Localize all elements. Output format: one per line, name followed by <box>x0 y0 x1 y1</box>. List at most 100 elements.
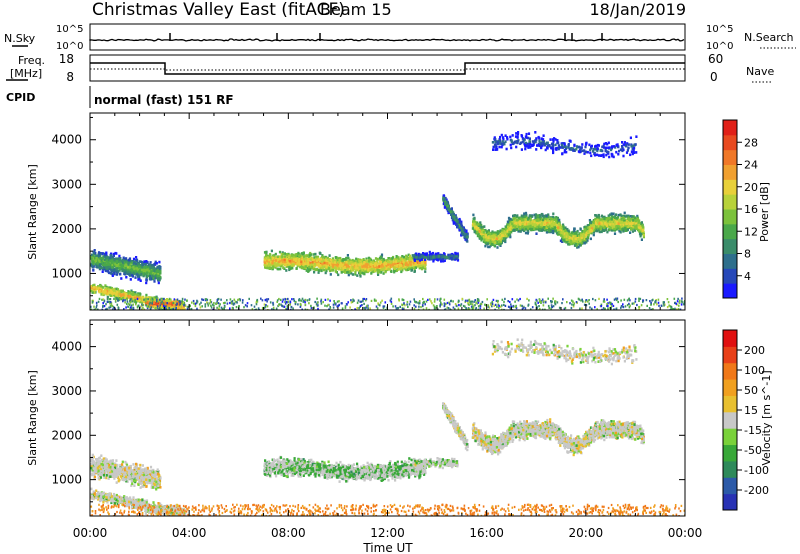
radar-cell <box>137 264 140 267</box>
radar-cell <box>401 266 405 270</box>
radar-cell <box>136 262 139 266</box>
radar-cell <box>95 257 98 260</box>
radar-cell <box>440 260 443 263</box>
radar-cell <box>129 278 132 281</box>
radar-cell <box>297 251 300 255</box>
radar-cell <box>362 262 365 266</box>
radar-cell <box>425 254 428 258</box>
radar-cell <box>127 295 130 299</box>
radar-cell <box>145 276 148 279</box>
radar-cell <box>183 307 186 310</box>
radar-cell <box>115 264 119 267</box>
radar-cell <box>319 264 322 267</box>
radar-cell <box>131 298 135 302</box>
radar-cell <box>138 299 141 302</box>
radar-cell <box>120 297 123 301</box>
radar-cell <box>138 265 141 268</box>
radar-cell <box>115 261 118 264</box>
radar-cell <box>105 259 108 263</box>
radar-cell <box>92 265 95 268</box>
radar-cell <box>302 252 305 255</box>
radar-cell <box>308 267 311 270</box>
radar-cell <box>411 256 414 260</box>
radar-cell <box>128 271 131 275</box>
radar-cell <box>295 257 298 261</box>
radar-cell <box>165 299 168 302</box>
radar-cell <box>376 257 379 261</box>
radar-cell <box>455 257 458 260</box>
radar-cell <box>103 266 106 270</box>
radar-cell <box>159 275 162 279</box>
radar-cell <box>113 288 116 292</box>
radar-cell <box>405 266 408 269</box>
radar-cell <box>446 200 449 204</box>
radar-cell <box>365 266 368 269</box>
radar-cell <box>156 297 159 300</box>
radar-cell <box>152 277 155 280</box>
radar-cell <box>153 273 156 276</box>
radar-cell <box>269 253 272 256</box>
radar-cell <box>632 215 635 218</box>
radar-cell <box>124 264 127 268</box>
radar-cell <box>346 267 349 271</box>
radar-cell <box>277 258 280 261</box>
radar-cell <box>119 258 122 262</box>
radar-cell <box>382 272 385 275</box>
radar-cell <box>182 302 185 305</box>
radar-cell <box>103 264 107 267</box>
radar-cell <box>366 264 369 268</box>
radar-cell <box>425 256 428 259</box>
radar-cell <box>355 263 358 267</box>
radar-cell <box>149 274 152 278</box>
radar-cell <box>347 270 350 274</box>
radar-cell <box>363 261 366 264</box>
radar-cell <box>104 269 107 273</box>
radar-cell <box>455 220 458 224</box>
radar-cell <box>122 256 125 260</box>
radar-cell <box>381 267 384 270</box>
radar-cell <box>386 259 389 262</box>
radar-cell <box>155 262 158 265</box>
radar-cell <box>127 266 130 269</box>
radar-cell <box>101 270 104 273</box>
radar-cell <box>303 256 306 259</box>
radar-cell <box>378 267 381 271</box>
radar-cell <box>309 261 312 265</box>
radar-cell <box>267 262 270 265</box>
radar-cell <box>499 244 502 247</box>
radar-cell <box>410 269 413 272</box>
radar-cell <box>371 261 374 264</box>
radar-cell <box>269 256 272 260</box>
radar-cell <box>452 220 455 224</box>
radar-cell <box>382 263 385 267</box>
radar-cell <box>612 212 615 216</box>
radar-cell <box>132 271 136 275</box>
radar-cell <box>402 260 405 264</box>
radar-cell <box>387 268 390 271</box>
noise-right-label: N.Search <box>744 31 794 44</box>
radar-cell <box>362 272 365 275</box>
radar-cell <box>98 266 101 269</box>
radar-cell <box>129 268 132 272</box>
radar-cell <box>268 267 271 270</box>
radar-cell <box>154 274 157 278</box>
radar-cell <box>454 218 457 222</box>
radar-cell <box>317 258 320 261</box>
radar-cell <box>91 291 94 294</box>
radar-cell <box>460 222 463 225</box>
radar-cell <box>303 260 306 263</box>
radar-cell <box>114 295 117 299</box>
radar-cell <box>105 251 108 255</box>
radar-cell <box>162 299 165 303</box>
radar-cell <box>289 265 292 269</box>
radar-cell <box>465 233 468 236</box>
figure-title: Christmas Valley East (fitACF) <box>92 0 345 20</box>
radar-cell <box>128 270 131 273</box>
radar-cell <box>463 229 466 232</box>
radar-cell <box>609 228 612 231</box>
radar-cell <box>315 259 318 263</box>
radar-cell <box>101 259 104 262</box>
radar-cell <box>463 234 466 238</box>
radar-cell <box>94 288 97 291</box>
radar-cell <box>385 263 388 267</box>
